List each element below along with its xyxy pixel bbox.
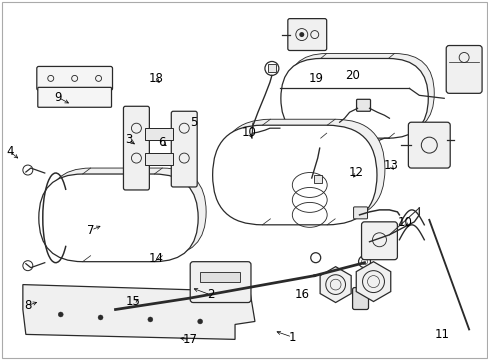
Circle shape (197, 319, 202, 324)
Bar (313, 175, 321, 183)
Text: 15: 15 (126, 296, 141, 309)
Text: 7: 7 (87, 224, 95, 237)
Text: 10: 10 (242, 126, 256, 139)
Bar (145, 128, 173, 140)
Polygon shape (23, 285, 254, 339)
Text: 16: 16 (294, 288, 309, 301)
FancyBboxPatch shape (361, 222, 397, 260)
Text: 13: 13 (383, 159, 397, 172)
FancyBboxPatch shape (37, 67, 112, 90)
Text: 12: 12 (348, 166, 363, 179)
Text: 1: 1 (288, 330, 295, 343)
Text: 20: 20 (345, 69, 359, 82)
FancyBboxPatch shape (123, 106, 149, 190)
Polygon shape (356, 262, 390, 302)
Bar (267, 64, 275, 72)
Polygon shape (320, 267, 350, 302)
Text: 18: 18 (148, 72, 163, 85)
FancyBboxPatch shape (287, 19, 326, 50)
Text: 17: 17 (182, 333, 197, 346)
Text: 10: 10 (397, 216, 412, 229)
FancyBboxPatch shape (220, 119, 384, 219)
Text: 3: 3 (124, 133, 132, 146)
FancyBboxPatch shape (353, 207, 367, 219)
Text: 9: 9 (55, 91, 62, 104)
FancyBboxPatch shape (286, 54, 433, 133)
FancyBboxPatch shape (190, 262, 250, 302)
FancyBboxPatch shape (280, 58, 427, 138)
Text: 2: 2 (206, 288, 214, 301)
Text: 11: 11 (433, 328, 448, 341)
Circle shape (98, 315, 103, 320)
FancyBboxPatch shape (446, 45, 481, 93)
FancyBboxPatch shape (38, 87, 111, 107)
FancyBboxPatch shape (47, 168, 206, 256)
FancyBboxPatch shape (39, 174, 198, 262)
FancyBboxPatch shape (212, 125, 376, 225)
FancyBboxPatch shape (407, 122, 449, 168)
FancyBboxPatch shape (171, 111, 197, 187)
Text: 6: 6 (158, 136, 165, 149)
Circle shape (147, 317, 153, 322)
Text: 14: 14 (148, 252, 163, 265)
Circle shape (58, 312, 63, 317)
Text: 8: 8 (24, 299, 31, 312)
FancyBboxPatch shape (352, 288, 368, 310)
FancyBboxPatch shape (356, 99, 370, 111)
Text: 19: 19 (308, 72, 324, 85)
Bar (200, 272, 240, 282)
Circle shape (299, 32, 304, 37)
Text: 4: 4 (6, 145, 14, 158)
Text: 5: 5 (189, 116, 197, 129)
Bar (145, 153, 173, 165)
